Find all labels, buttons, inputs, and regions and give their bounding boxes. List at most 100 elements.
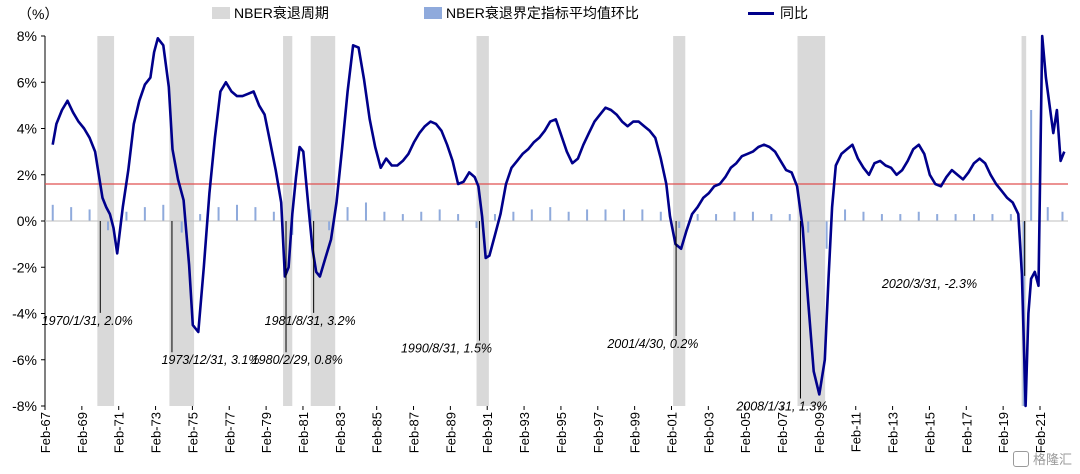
x-tick-label: Feb-89 (443, 412, 458, 453)
mom-bar (862, 211, 865, 221)
x-tick-label: Feb-21 (1033, 412, 1048, 453)
mom-bar (328, 221, 331, 231)
mom-bar (70, 207, 73, 221)
x-tick-label: Feb-87 (407, 412, 422, 453)
yoy-swatch-icon (748, 11, 774, 15)
x-tick-label: Feb-95 (554, 412, 569, 453)
mom-bar (659, 211, 662, 221)
x-tick-label: Feb-71 (112, 412, 127, 453)
mom-bar (143, 207, 146, 221)
mom-bar (751, 211, 754, 221)
annotation-label: 1990/8/31, 1.5% (401, 342, 492, 356)
x-tick-label: Feb-09 (812, 412, 827, 453)
mom-bar (807, 221, 810, 233)
x-tick-label: Feb-05 (738, 412, 753, 453)
mom-bar (696, 214, 699, 221)
x-tick-label: Feb-97 (591, 412, 606, 453)
legend-item-yoy: 同比 (748, 3, 808, 23)
mom-bar (125, 211, 128, 221)
mom-bar (107, 221, 110, 231)
mom-bar (788, 214, 791, 221)
x-tick-label: Feb-85 (370, 412, 385, 453)
mom-bar (199, 214, 202, 221)
mom-bar (954, 214, 957, 221)
mom-bar (973, 214, 976, 221)
x-tick-label: Feb-83 (333, 412, 348, 453)
mom-bar (383, 211, 386, 221)
mom-bar (364, 202, 367, 221)
mom-bar (844, 209, 847, 221)
x-tick-label: Feb-99 (628, 412, 643, 453)
mom-bar (1030, 110, 1033, 221)
mom-bar (309, 209, 312, 221)
annotation-label: 1980/2/29, 0.8% (252, 353, 343, 367)
y-tick-label: 0% (17, 213, 37, 229)
annotation-label: 1973/12/31, 3.1% (161, 353, 259, 367)
mom-bar (401, 214, 404, 221)
mom-bar (604, 209, 607, 221)
x-tick-label: Feb-01 (664, 412, 679, 453)
mom-bar (899, 214, 902, 221)
mom-bar (217, 207, 220, 221)
x-tick-label: Feb-75 (185, 412, 200, 453)
x-tick-label: Feb-07 (775, 412, 790, 453)
annotation-label: 1970/1/31, 2.0% (42, 314, 133, 328)
mom-bar (493, 214, 496, 221)
annotation-label: 2001/4/30, 0.2% (606, 337, 698, 351)
mom-bar (770, 214, 773, 221)
yoy-line (51, 34, 1066, 408)
x-tick-label: Feb-81 (296, 412, 311, 453)
mom-bar (438, 209, 441, 221)
mom-bar (530, 209, 533, 221)
mom-bar (346, 207, 349, 221)
annotation-label: 2008/1/31, 1.3% (735, 399, 827, 413)
mom-bar (567, 211, 570, 221)
x-tick-label: Feb-79 (259, 412, 274, 453)
y-tick-label: -6% (12, 352, 37, 368)
x-tick-label: Feb-03 (701, 412, 716, 453)
x-tick-label: Feb-91 (480, 412, 495, 453)
y-tick-label: -8% (12, 398, 37, 414)
mom-bar (51, 204, 54, 221)
x-tick-label: Feb-11 (849, 412, 864, 452)
x-tick-label: Feb-13 (886, 412, 901, 453)
mom-bar (991, 214, 994, 221)
mom-bar (475, 221, 478, 228)
mom-bar (1046, 207, 1049, 221)
mom-bar (180, 221, 183, 233)
mom-bar (549, 207, 552, 221)
mom-bar (1009, 214, 1012, 221)
mom-bar (917, 211, 920, 221)
mom-bar (1061, 211, 1064, 221)
mom-bar (272, 211, 275, 221)
recession-swatch-icon (212, 7, 230, 19)
watermark: 格隆汇 (1012, 449, 1072, 468)
legend-label-recession: NBER衰退周期 (234, 5, 329, 21)
legend-item-mom: NBER衰退界定指标平均值环比 (424, 3, 639, 23)
mom-swatch-icon (424, 7, 442, 19)
mom-bar (254, 207, 257, 221)
x-tick-label: Feb-77 (222, 412, 237, 453)
mom-bar (715, 214, 718, 221)
mom-bar (88, 209, 91, 221)
y-tick-label: 8% (17, 28, 37, 44)
unit-label: （%） (18, 6, 59, 22)
x-tick-label: Feb-19 (996, 412, 1011, 453)
y-tick-label: -2% (12, 259, 37, 275)
mom-bar (457, 214, 460, 221)
legend-item-recession: NBER衰退周期 (212, 3, 329, 23)
mom-bar (936, 214, 939, 221)
y-tick-label: 2% (17, 167, 37, 183)
x-tick-label: Feb-73 (149, 412, 164, 453)
mom-bar (162, 204, 165, 221)
x-tick-label: Feb-15 (922, 412, 937, 453)
mom-bar (622, 209, 625, 221)
mom-bar (420, 211, 423, 221)
x-tick-label: Feb-67 (38, 412, 53, 453)
mom-bar (641, 209, 644, 221)
watermark-text: 格隆汇 (1032, 452, 1072, 467)
mom-bar (512, 211, 515, 221)
y-tick-label: 6% (17, 74, 37, 90)
mom-bar (825, 221, 828, 249)
